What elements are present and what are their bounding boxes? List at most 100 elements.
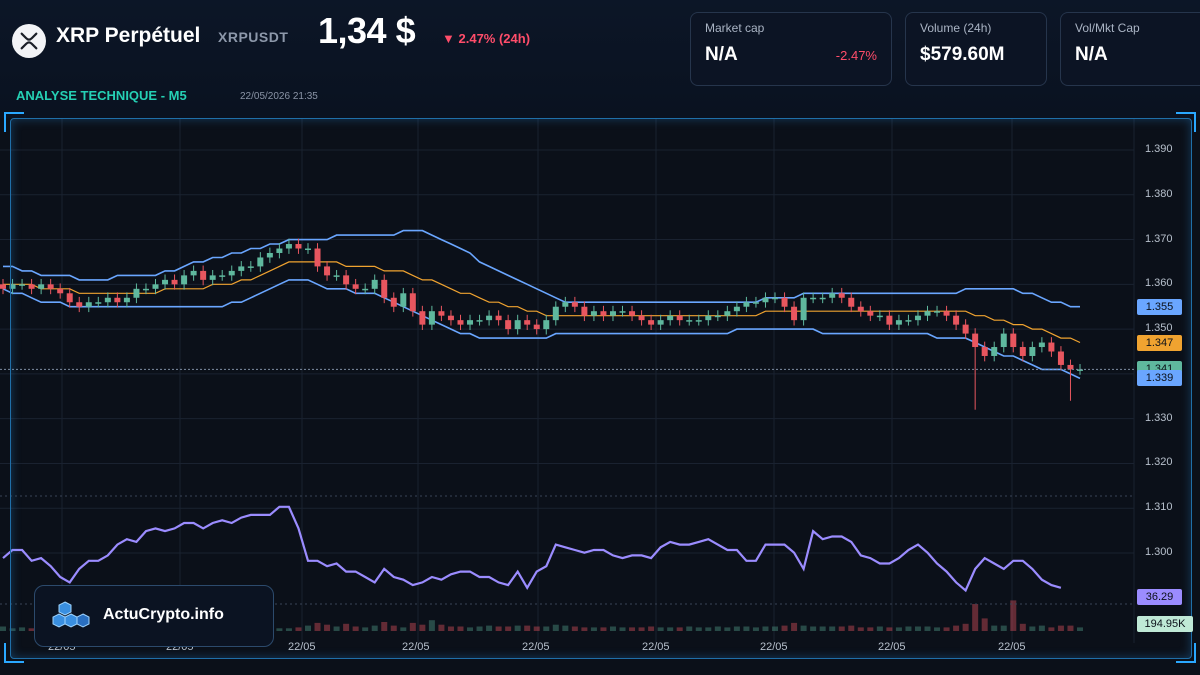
- candle-body: [1029, 347, 1036, 356]
- candle-body: [1019, 347, 1026, 356]
- candle-body: [438, 311, 445, 316]
- volume-bar: [600, 627, 607, 631]
- candle-body: [19, 284, 26, 286]
- candle-body: [333, 275, 340, 277]
- candle-body: [467, 320, 474, 325]
- candle-body: [409, 293, 416, 312]
- candle-body: [133, 288, 140, 298]
- candle-body: [629, 311, 636, 316]
- volume-bar: [733, 626, 740, 631]
- candle-body: [552, 306, 559, 321]
- candle-body: [1010, 333, 1017, 348]
- candle-body: [981, 347, 988, 356]
- volume-bar: [629, 627, 636, 631]
- candle-body: [162, 279, 169, 285]
- volume-bar: [867, 627, 874, 631]
- price-axis-tick: 1.370: [1145, 232, 1173, 245]
- candle-body: [142, 288, 149, 291]
- volume-bar: [962, 623, 969, 631]
- candle-body: [857, 306, 864, 312]
- volume-bar: [1077, 627, 1083, 631]
- volume-bar: [552, 624, 559, 631]
- candle-body: [447, 315, 454, 321]
- candle-body: [819, 297, 826, 300]
- volume-bar: [428, 620, 435, 631]
- candle-body: [419, 311, 426, 325]
- xrp-logo-icon: [12, 24, 46, 58]
- volume-bar: [895, 627, 902, 631]
- price-axis-tick: 1.310: [1145, 501, 1173, 514]
- brand-badge[interactable]: ActuCrypto.info: [34, 585, 274, 647]
- volume-bar: [686, 626, 693, 631]
- candle-body: [924, 311, 931, 316]
- candle-body: [486, 315, 493, 321]
- volume-bar: [352, 626, 359, 631]
- candle-body: [733, 306, 740, 312]
- price-axis-tick: 1.330: [1145, 411, 1173, 424]
- volume-bar: [524, 625, 531, 631]
- volume-bar: [343, 623, 350, 631]
- price-axis-tick: 1.320: [1145, 456, 1173, 469]
- volume-bar: [848, 625, 855, 631]
- card-label: Market cap: [705, 21, 765, 35]
- volume-bar: [1038, 625, 1045, 631]
- volume-bar: [981, 618, 988, 631]
- candle-body: [85, 302, 92, 307]
- volume-bar: [514, 625, 521, 631]
- volume-bar: [953, 625, 960, 631]
- candle-body: [619, 311, 626, 313]
- candle-body: [895, 320, 902, 325]
- price-chart[interactable]: [0, 118, 1200, 675]
- candle-body: [276, 248, 283, 253]
- volume-bar: [724, 627, 731, 631]
- volume-bar: [447, 626, 454, 631]
- volume-bar: [619, 627, 626, 631]
- price-axis-tick: 1.360: [1145, 277, 1173, 290]
- volume-bar: [476, 626, 483, 631]
- candle-body: [648, 320, 655, 325]
- candle-body: [791, 306, 798, 321]
- candle-body: [829, 293, 836, 298]
- time-axis-tick: 22/05: [998, 641, 1026, 653]
- card-percent: -2.47%: [835, 48, 877, 63]
- volume-bar: [1029, 626, 1036, 631]
- candle-body: [181, 275, 188, 285]
- sma-line: [3, 261, 1081, 344]
- volume-bar: [9, 628, 16, 631]
- candle-body: [28, 284, 35, 289]
- candle-body: [695, 320, 702, 322]
- candle-body: [152, 284, 159, 289]
- candle-body: [934, 311, 941, 313]
- candle-body: [962, 324, 969, 334]
- candle-body: [295, 244, 302, 249]
- candle-body: [362, 288, 369, 291]
- candle-body: [743, 302, 750, 307]
- volume-bar: [400, 627, 407, 631]
- candle-body: [0, 284, 6, 289]
- candle-body: [533, 324, 540, 330]
- price-axis-tick: 1.350: [1145, 322, 1173, 335]
- candle-body: [400, 293, 407, 307]
- volume-bar: [505, 626, 512, 631]
- candle-body: [991, 347, 998, 356]
- volume-bar: [1067, 625, 1074, 631]
- volume-bar: [390, 625, 397, 631]
- candle-body: [457, 320, 464, 325]
- volume-bar: [657, 627, 664, 631]
- volume-bar: [419, 624, 426, 631]
- candle-body: [476, 320, 483, 322]
- analysis-label: ANALYSE TECHNIQUE - M5: [16, 88, 187, 103]
- candle-body: [876, 315, 883, 318]
- volume-bar: [905, 626, 912, 631]
- volume-bar: [486, 625, 493, 631]
- time-axis-tick: 22/05: [522, 641, 550, 653]
- card-label: Vol/Mkt Cap: [1075, 21, 1140, 35]
- candle-body: [514, 320, 521, 330]
- volume-bar: [1057, 625, 1064, 631]
- candle-body: [123, 297, 130, 303]
- candle-body: [524, 320, 531, 325]
- candle-body: [304, 248, 311, 251]
- frame-corner: [1176, 112, 1196, 132]
- volume-bar: [772, 626, 779, 631]
- bollinger-upper-line: [3, 229, 1080, 308]
